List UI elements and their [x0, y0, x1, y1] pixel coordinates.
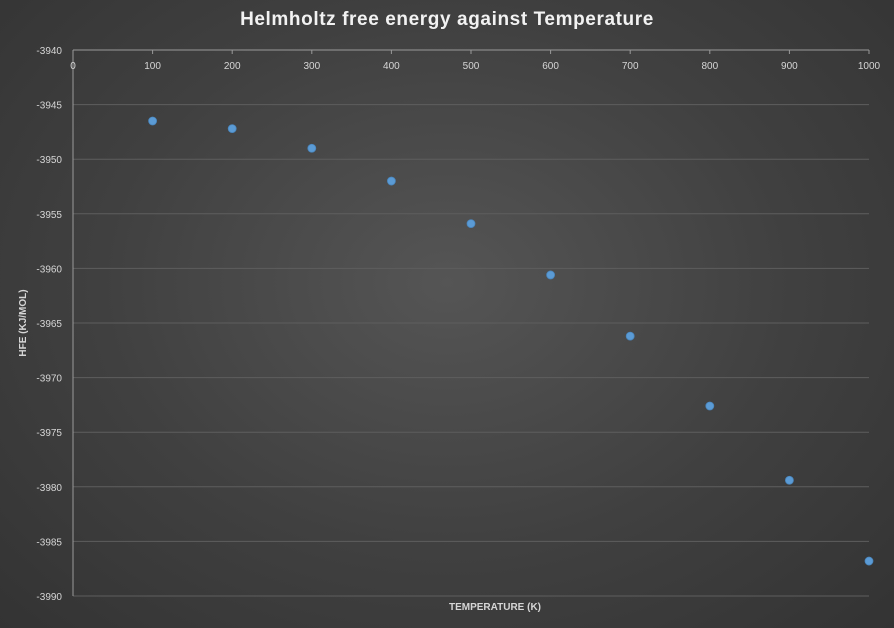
data-point [386, 176, 396, 186]
x-tick-label: 500 [463, 61, 480, 72]
x-tick-label: 700 [622, 61, 639, 72]
data-point [785, 475, 794, 485]
data-point [864, 556, 874, 566]
y-tick-label: -3945 [36, 101, 62, 112]
data-point [148, 116, 158, 126]
y-tick-label: -3975 [36, 428, 62, 439]
data-point [625, 331, 635, 341]
y-axis-title: HFE (KJ/MOL) [18, 289, 29, 356]
y-tick-label: -3960 [36, 264, 62, 275]
x-tick-label: 200 [224, 61, 241, 72]
data-point [227, 124, 237, 134]
x-tick-label: 0 [70, 61, 76, 72]
data-point [546, 270, 555, 280]
y-tick-label: -3950 [36, 155, 62, 166]
x-tick-label: 300 [303, 61, 320, 72]
y-tick-label: -3990 [36, 592, 62, 603]
chart-title: Helmholtz free energy against Temperatur… [240, 9, 654, 30]
data-point [705, 401, 715, 411]
x-tick-label: 800 [701, 61, 718, 72]
y-tick-label: -3980 [36, 483, 62, 494]
y-tick-label: -3940 [36, 46, 62, 57]
x-tick-label: 900 [781, 61, 798, 72]
y-tick-label: -3955 [36, 210, 62, 221]
data-point [307, 143, 317, 153]
x-tick-label: 100 [144, 61, 161, 72]
y-tick-label: -3965 [36, 319, 62, 330]
x-tick-label: 600 [542, 61, 559, 72]
x-tick-label: 1000 [858, 61, 881, 72]
x-tick-label: 400 [383, 61, 400, 72]
y-tick-label: -3985 [36, 537, 62, 548]
y-tick-label: -3970 [36, 374, 62, 385]
data-point [466, 219, 476, 229]
x-axis-title: TEMPERATURE (K) [449, 602, 541, 613]
